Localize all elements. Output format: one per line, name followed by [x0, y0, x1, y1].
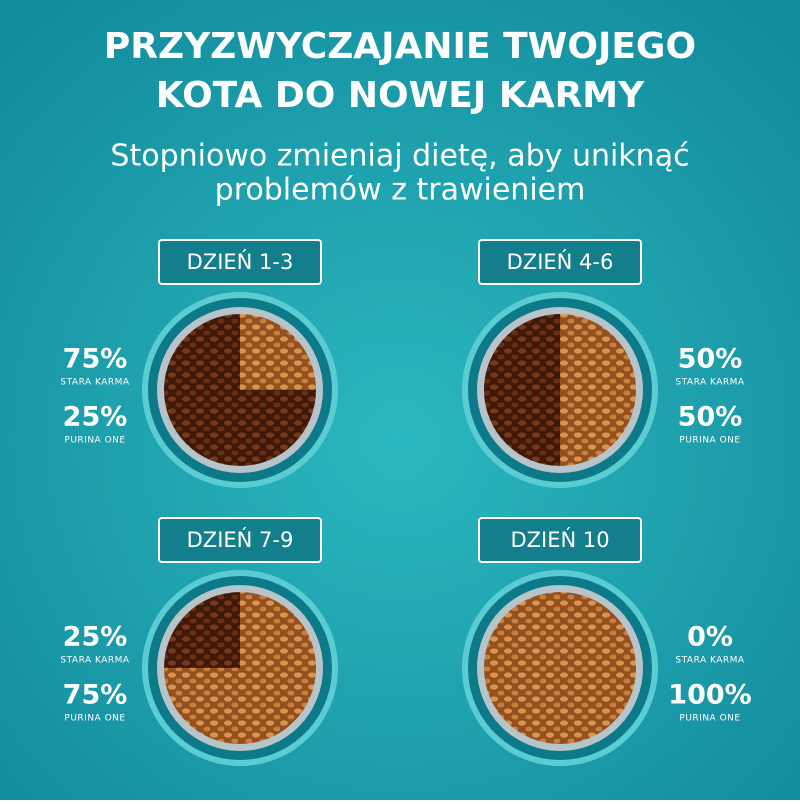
caption: STARA KARMA: [60, 378, 129, 388]
percent: 75%: [63, 344, 128, 375]
day-label: DZIEŃ 1-3: [187, 249, 294, 274]
caption: STARA KARMA: [675, 378, 744, 388]
percent: 0%: [687, 622, 733, 653]
percent: 25%: [63, 402, 128, 433]
percent: 50%: [678, 402, 743, 433]
caption: STARA KARMA: [675, 656, 744, 666]
food-slice: [484, 314, 560, 466]
percent: 50%: [678, 344, 743, 375]
food-slice: [484, 592, 636, 744]
day-box: [158, 239, 322, 285]
title: PRZYZWYCZAJANIE TWOJEGO: [104, 26, 696, 67]
day-box: [478, 239, 642, 285]
day-label: DZIEŃ 4-6: [507, 249, 614, 274]
food-slice: [560, 314, 636, 466]
percent: 75%: [63, 680, 128, 711]
caption: PURINA ONE: [64, 714, 125, 724]
day-box: [158, 517, 322, 563]
caption: STARA KARMA: [60, 656, 129, 666]
food-slice: [164, 314, 316, 466]
caption: PURINA ONE: [64, 436, 125, 446]
caption: PURINA ONE: [679, 436, 740, 446]
percent: 100%: [668, 680, 751, 711]
day-box: [478, 517, 642, 563]
day-label: DZIEŃ 10: [510, 527, 609, 552]
food-slice: [164, 592, 240, 668]
subtitle: problemów z trawieniem: [215, 173, 586, 208]
title: KOTA DO NOWEJ KARMY: [156, 75, 645, 116]
day-label: DZIEŃ 7-9: [187, 527, 294, 552]
subtitle: Stopniowo zmieniaj dietę, aby uniknąć: [110, 139, 689, 174]
percent: 25%: [63, 622, 128, 653]
food-slice: [240, 314, 316, 390]
caption: PURINA ONE: [679, 714, 740, 724]
